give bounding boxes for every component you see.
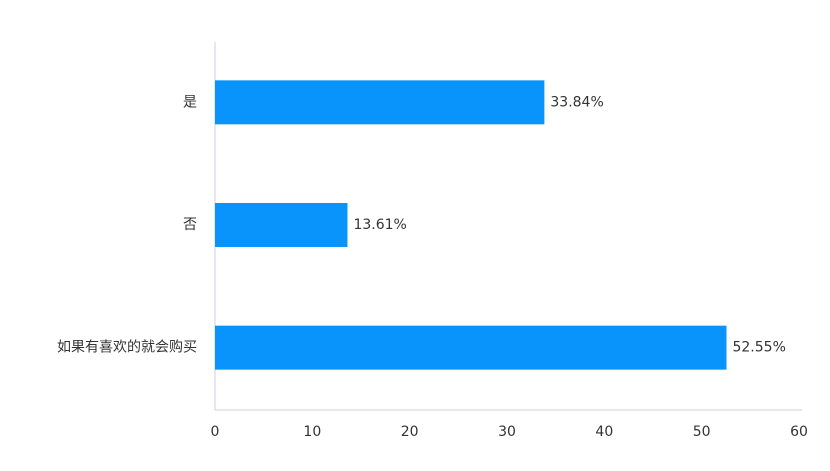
value-label: 13.61% <box>353 217 406 233</box>
y-tick-label: 否 <box>183 217 197 233</box>
bar <box>215 80 545 125</box>
x-tick-label: 0 <box>211 424 220 440</box>
bar <box>215 325 727 370</box>
x-tick-label: 60 <box>790 424 808 440</box>
y-tick-label: 如果有喜欢的就会购买 <box>57 340 197 356</box>
x-tick-label: 40 <box>595 424 613 440</box>
x-tick-label: 10 <box>303 424 321 440</box>
value-label: 52.55% <box>732 340 785 356</box>
x-tick-label: 30 <box>498 424 516 440</box>
bar <box>215 203 348 247</box>
y-tick-label: 是 <box>183 94 197 110</box>
x-tick-label: 50 <box>693 424 711 440</box>
value-label: 33.84% <box>550 94 603 110</box>
x-tick-label: 20 <box>401 424 419 440</box>
